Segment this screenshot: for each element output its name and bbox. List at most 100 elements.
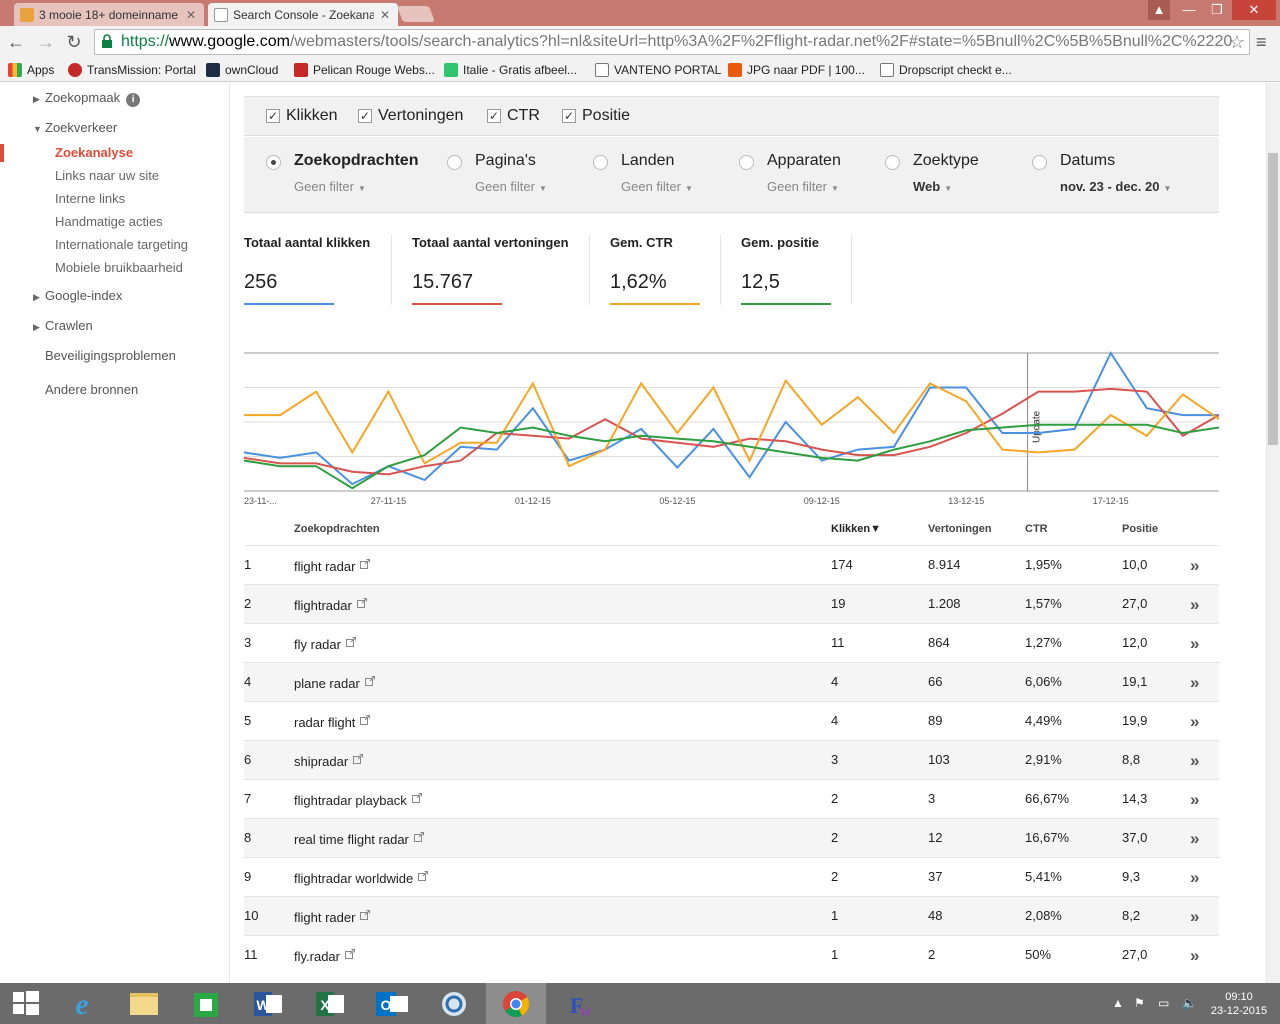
zoektype-dropdown[interactable]: Web ▼: [913, 179, 953, 194]
bookmark-dropscript[interactable]: Dropscript checkt e...: [880, 61, 1012, 79]
table-row[interactable]: 9 flightradar worldwide 2 37 5,41% 9,3 »: [244, 857, 1219, 896]
table-row[interactable]: 5 radar flight 4 89 4,49% 19,9 »: [244, 701, 1219, 740]
outlook-icon[interactable]: O: [362, 983, 422, 1024]
external-link-icon[interactable]: [360, 910, 371, 920]
row-details-chevron-icon[interactable]: »: [1190, 751, 1200, 770]
taskbar-clock[interactable]: 09:10 23-12-2015: [1206, 990, 1272, 1018]
maximize-button[interactable]: ❐: [1211, 2, 1223, 17]
chart-series-line-0[interactable]: [244, 350, 1219, 486]
app-fw-icon[interactable]: Fw: [548, 983, 608, 1024]
row-details-chevron-icon[interactable]: »: [1190, 712, 1200, 731]
chart-series-line-1[interactable]: [244, 387, 1219, 476]
sidebar-item-interne-links[interactable]: Interne links: [55, 191, 126, 206]
performance-chart[interactable]: Update 23-11-... 27-11-15 01-12-15 05-12-15…: [244, 345, 1219, 515]
sidebar-item-andere-bronnen[interactable]: Andere bronnen: [45, 382, 139, 397]
external-link-icon[interactable]: [345, 637, 356, 647]
sidebar-item-zoekanalyse[interactable]: Zoekanalyse: [55, 145, 134, 160]
address-bar[interactable]: https://www.google.com/webmasters/tools/…: [94, 29, 1250, 55]
radio-unselected[interactable]: [447, 155, 462, 170]
volume-icon[interactable]: 🔈: [1182, 996, 1197, 1010]
word-icon[interactable]: W: [238, 983, 298, 1024]
network-icon[interactable]: ▭: [1158, 996, 1170, 1010]
sidebar-item-internationale-targeting[interactable]: Internationale targeting: [55, 237, 188, 252]
reload-icon[interactable]: ↻: [66, 32, 82, 52]
new-tab-button[interactable]: [397, 6, 435, 22]
dimension-filter-dropdown[interactable]: Geen filter ▼: [294, 179, 366, 194]
sidebar-item-zoekverkeer[interactable]: ▼ Zoekverkeer: [33, 120, 118, 135]
external-link-icon[interactable]: [411, 793, 422, 803]
bookmark-vanteno[interactable]: VANTENO PORTAL: [595, 61, 721, 79]
metric-avg-position[interactable]: Gem. positie 12,5: [741, 235, 831, 305]
file-explorer-icon[interactable]: [114, 983, 174, 1024]
dimension-filter-dropdown[interactable]: Geen filter ▼: [621, 179, 693, 194]
external-link-icon[interactable]: [356, 598, 367, 608]
chart-series-line-2[interactable]: [244, 378, 1219, 468]
windows-start-icon[interactable]: [0, 983, 60, 1024]
sidebar-item-crawlen[interactable]: ▶ Crawlen: [33, 318, 93, 333]
bookmark-apps[interactable]: Apps: [8, 61, 54, 79]
store-icon[interactable]: [176, 983, 236, 1024]
table-row[interactable]: 4 plane radar 4 66 6,06% 19,1 »: [244, 662, 1219, 701]
metric-total-clicks[interactable]: Totaal aantal klikken 256: [244, 235, 370, 305]
user-profile-icon[interactable]: ▲: [1148, 0, 1170, 20]
row-details-chevron-icon[interactable]: »: [1190, 829, 1200, 848]
table-row[interactable]: 6 shipradar 3 103 2,91% 8,8 »: [244, 740, 1219, 779]
row-details-chevron-icon[interactable]: »: [1190, 595, 1200, 614]
row-details-chevron-icon[interactable]: »: [1190, 634, 1200, 653]
date-range-dropdown[interactable]: nov. 23 - dec. 20 ▼: [1060, 179, 1172, 194]
bookmark-transmission[interactable]: TransMission: Portal: [68, 61, 196, 79]
metric-avg-ctr[interactable]: Gem. CTR 1,62%: [610, 235, 700, 305]
sidebar-item-beveiligingsproblemen[interactable]: Beveiligingsproblemen: [45, 348, 176, 363]
row-details-chevron-icon[interactable]: »: [1190, 907, 1200, 926]
sidebar-item-zoekopmaak[interactable]: ▶ Zoekopmaak i: [33, 90, 141, 107]
table-row[interactable]: 2 flightradar 19 1.208 1,57% 27,0 »: [244, 584, 1219, 623]
external-link-icon[interactable]: [364, 676, 375, 686]
back-arrow-icon[interactable]: ←: [7, 32, 25, 52]
bookmark-jpg-naar-pdf[interactable]: JPG naar PDF | 100...: [728, 61, 865, 79]
scrollbar-thumb[interactable]: [1268, 153, 1278, 445]
tab-search-console[interactable]: Search Console - Zoekana ✕: [208, 3, 398, 26]
checkbox-positie[interactable]: ✓ Positie: [562, 107, 631, 124]
flag-icon[interactable]: ⚑: [1134, 996, 1145, 1010]
row-details-chevron-icon[interactable]: »: [1190, 946, 1200, 965]
external-link-icon[interactable]: [418, 871, 429, 881]
radio-unselected[interactable]: [1032, 155, 1047, 170]
tab-domeinnamen[interactable]: 3 mooie 18+ domeinname ✕: [14, 3, 204, 26]
row-details-chevron-icon[interactable]: »: [1190, 790, 1200, 809]
bookmark-star-icon[interactable]: ☆: [1228, 32, 1245, 52]
sidebar-item-links-naar-uw-site[interactable]: Links naar uw site: [55, 168, 160, 183]
sidebar-item-handmatige-acties[interactable]: Handmatige acties: [55, 214, 163, 229]
radio-unselected[interactable]: [885, 155, 900, 170]
table-row[interactable]: 10 flight rader 1 48 2,08% 8,2 »: [244, 896, 1219, 935]
row-details-chevron-icon[interactable]: »: [1190, 868, 1200, 887]
sidebar-item-mobiele-bruikbaarheid[interactable]: Mobiele bruikbaarheid: [55, 260, 183, 275]
dimension-filter-dropdown[interactable]: Geen filter ▼: [767, 179, 839, 194]
close-window-button[interactable]: ✕: [1232, 0, 1276, 20]
internet-explorer-icon[interactable]: e: [52, 983, 112, 1024]
checkbox-klikken[interactable]: ✓ Klikken: [266, 107, 338, 124]
show-hidden-icons-arrow-icon[interactable]: ▲: [1112, 996, 1124, 1010]
excel-icon[interactable]: X: [300, 983, 360, 1024]
info-icon[interactable]: i: [126, 93, 141, 107]
external-link-icon[interactable]: [353, 754, 364, 764]
row-details-chevron-icon[interactable]: »: [1190, 556, 1200, 575]
radio-unselected[interactable]: [739, 155, 754, 170]
minimize-button[interactable]: —: [1182, 2, 1196, 17]
dimension-filter-dropdown[interactable]: Geen filter ▼: [475, 179, 547, 194]
bookmark-pelican-rouge[interactable]: Pelican Rouge Webs...: [294, 61, 435, 79]
external-link-icon[interactable]: [345, 949, 355, 959]
external-link-icon[interactable]: [360, 559, 371, 569]
radio-selected[interactable]: [266, 155, 281, 170]
table-row[interactable]: 8 real time flight radar 2 12 16,67% 37,0 »: [244, 818, 1219, 857]
external-link-icon[interactable]: [413, 832, 424, 842]
row-details-chevron-icon[interactable]: »: [1190, 673, 1200, 692]
close-tab-icon[interactable]: ✕: [379, 7, 390, 22]
table-row[interactable]: 7 flightradar playback 2 3 66,67% 14,3 »: [244, 779, 1219, 818]
sidebar-item-google-index[interactable]: ▶ Google-index: [33, 288, 123, 303]
checkbox-vertoningen[interactable]: ✓ Vertoningen: [358, 107, 464, 124]
checkbox-ctr[interactable]: ✓ CTR: [487, 107, 540, 124]
radio-unselected[interactable]: [593, 155, 608, 170]
forward-arrow-icon[interactable]: →: [37, 32, 55, 52]
app-globe-icon[interactable]: [424, 983, 484, 1024]
column-header-position[interactable]: Positie: [1122, 523, 1159, 535]
